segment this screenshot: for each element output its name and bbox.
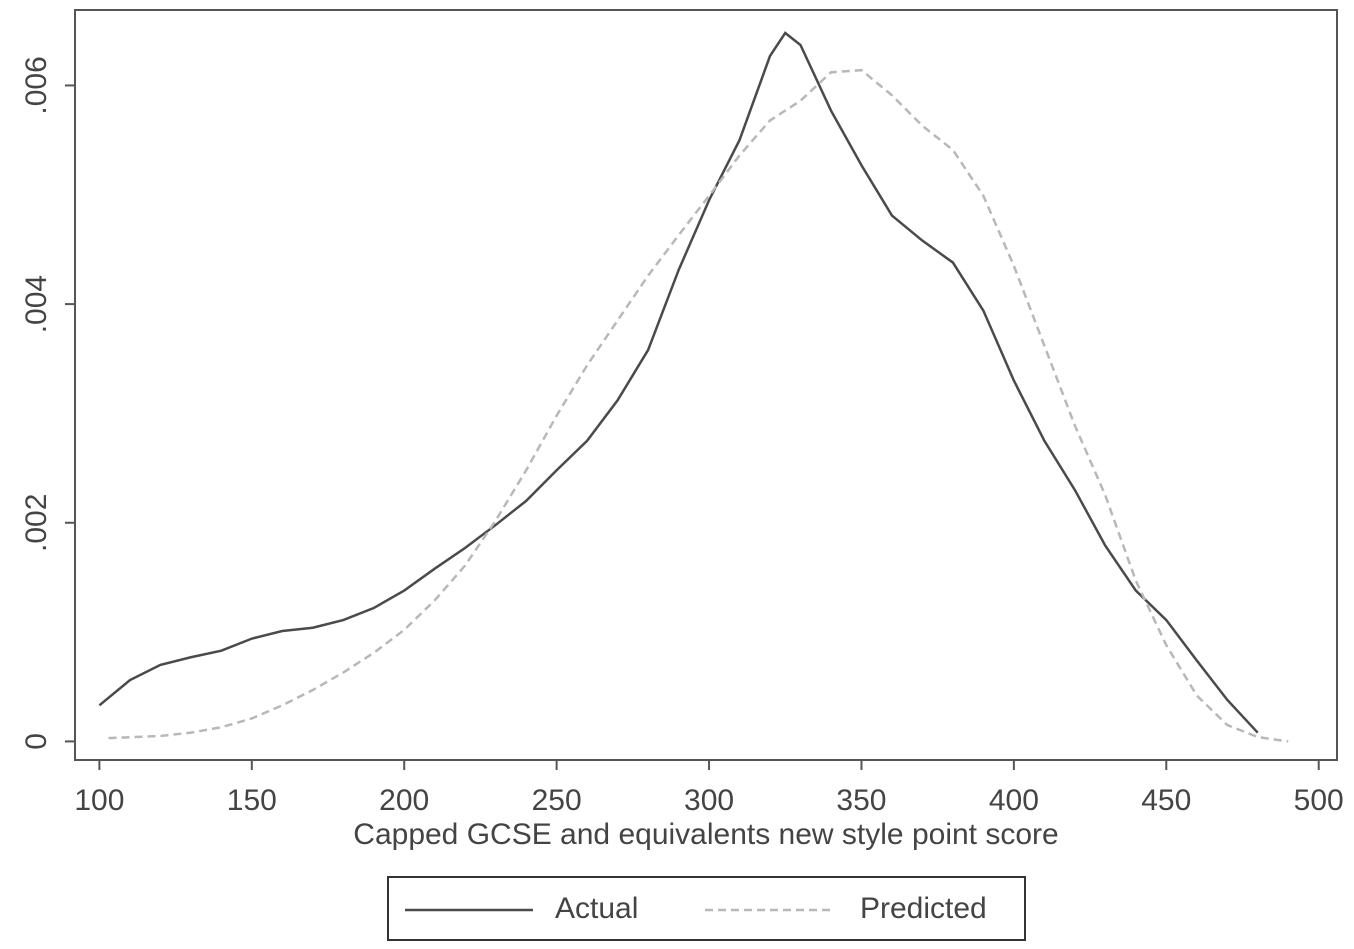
y-tick-label: .002: [20, 494, 53, 552]
x-tick-label: 300: [684, 784, 734, 817]
x-tick-label: 500: [1294, 784, 1344, 817]
x-tick-label: 150: [227, 784, 277, 817]
plot-frame: [74, 9, 1338, 761]
legend-label: Predicted: [860, 892, 987, 925]
x-axis-label: Capped GCSE and equivalents new style po…: [353, 818, 1058, 851]
legend-label: Actual: [555, 892, 638, 925]
data-line: [98, 31, 1259, 734]
legend: [387, 876, 1026, 941]
x-tick-label: 450: [1141, 784, 1191, 817]
x-tick-label: 250: [532, 784, 582, 817]
x-tick-label: 400: [989, 784, 1039, 817]
data-line: [108, 68, 1289, 743]
x-tick-label: 350: [836, 784, 886, 817]
y-tick-label: 0: [20, 733, 53, 750]
x-tick-label: 100: [74, 784, 124, 817]
y-tick-label: .004: [20, 275, 53, 333]
y-tick-label: .006: [20, 56, 53, 114]
x-tick-label: 200: [379, 784, 429, 817]
